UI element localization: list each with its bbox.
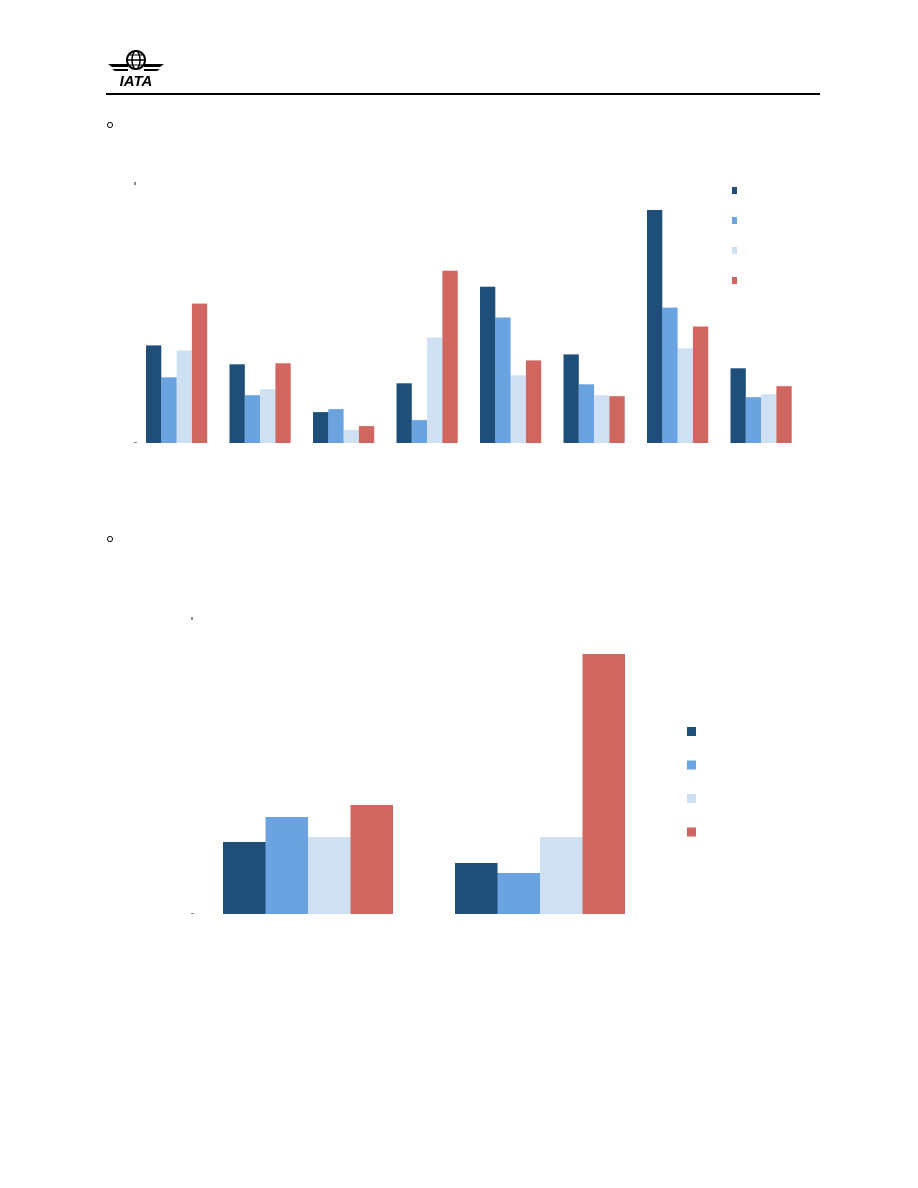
bar-series-2-group-2 xyxy=(244,395,261,443)
section-bullet-2 xyxy=(107,536,113,542)
globe-icon xyxy=(126,50,146,70)
bar-series-3-group-7 xyxy=(677,348,693,443)
bar-series-2-group-1 xyxy=(265,817,308,914)
bar-series-2-group-8 xyxy=(745,397,762,443)
bar-series-3-group-3 xyxy=(343,430,359,443)
bar-series-4-group-3 xyxy=(358,426,375,443)
bar-series-2-group-6 xyxy=(578,384,595,443)
bar-series-4-group-2 xyxy=(582,654,625,914)
legend-swatch-4 xyxy=(687,827,696,837)
bar-series-3-group-1 xyxy=(176,350,192,443)
bar-series-1-group-2 xyxy=(229,364,245,443)
legend-swatch-4 xyxy=(732,277,737,284)
bar-series-1-group-6 xyxy=(563,354,579,443)
bar-series-4-group-7 xyxy=(692,326,709,443)
bar-series-2-group-4 xyxy=(411,420,428,443)
bar-series-3-group-1 xyxy=(308,837,351,914)
axis-tick-bottom xyxy=(134,442,137,443)
chart-1 xyxy=(134,182,792,443)
bar-series-1-group-3 xyxy=(313,412,329,443)
bar-series-1-group-1 xyxy=(146,345,162,443)
bar-series-4-group-1 xyxy=(191,303,208,443)
bar-series-4-group-2 xyxy=(275,363,291,443)
bar-series-2-group-7 xyxy=(662,307,678,443)
legend-swatch-2 xyxy=(732,217,737,224)
bar-series-3-group-4 xyxy=(427,337,443,443)
bar-series-3-group-6 xyxy=(594,395,610,443)
bar-series-4-group-1 xyxy=(350,805,393,914)
legend-swatch-1 xyxy=(732,187,737,194)
bar-series-1-group-7 xyxy=(647,210,663,443)
iata-logo: IATA xyxy=(108,50,164,90)
logo-text: IATA xyxy=(120,73,153,90)
bar-series-1-group-4 xyxy=(396,383,412,443)
bar-series-3-group-8 xyxy=(761,394,777,443)
bar-series-1-group-8 xyxy=(730,368,746,443)
bar-series-1-group-5 xyxy=(480,286,496,443)
axis-tick-bottom xyxy=(191,913,194,914)
legend-swatch-1 xyxy=(687,727,696,736)
bar-series-1-group-2 xyxy=(455,863,498,914)
bar-series-3-group-5 xyxy=(510,375,526,443)
bar-series-4-group-6 xyxy=(609,396,625,443)
header-rule xyxy=(106,93,820,95)
bar-series-2-group-5 xyxy=(495,317,511,443)
wings-icon xyxy=(108,64,164,71)
bar-series-1-group-1 xyxy=(223,842,266,914)
bar-series-3-group-2 xyxy=(540,837,583,914)
bar-series-2-group-3 xyxy=(328,409,344,443)
bar-series-4-group-4 xyxy=(442,270,458,443)
section-bullet-1 xyxy=(107,122,113,128)
bar-series-2-group-2 xyxy=(497,873,540,914)
legend-swatch-3 xyxy=(732,247,737,254)
axis-tick-top xyxy=(134,182,136,185)
bar-series-2-group-1 xyxy=(161,377,177,443)
chart-2 xyxy=(191,617,696,914)
axis-tick-top xyxy=(191,617,193,620)
bar-series-3-group-2 xyxy=(260,389,276,443)
legend-swatch-2 xyxy=(687,760,696,770)
legend-swatch-3 xyxy=(687,794,696,803)
bar-series-4-group-8 xyxy=(776,386,792,443)
bar-series-4-group-5 xyxy=(525,360,542,443)
